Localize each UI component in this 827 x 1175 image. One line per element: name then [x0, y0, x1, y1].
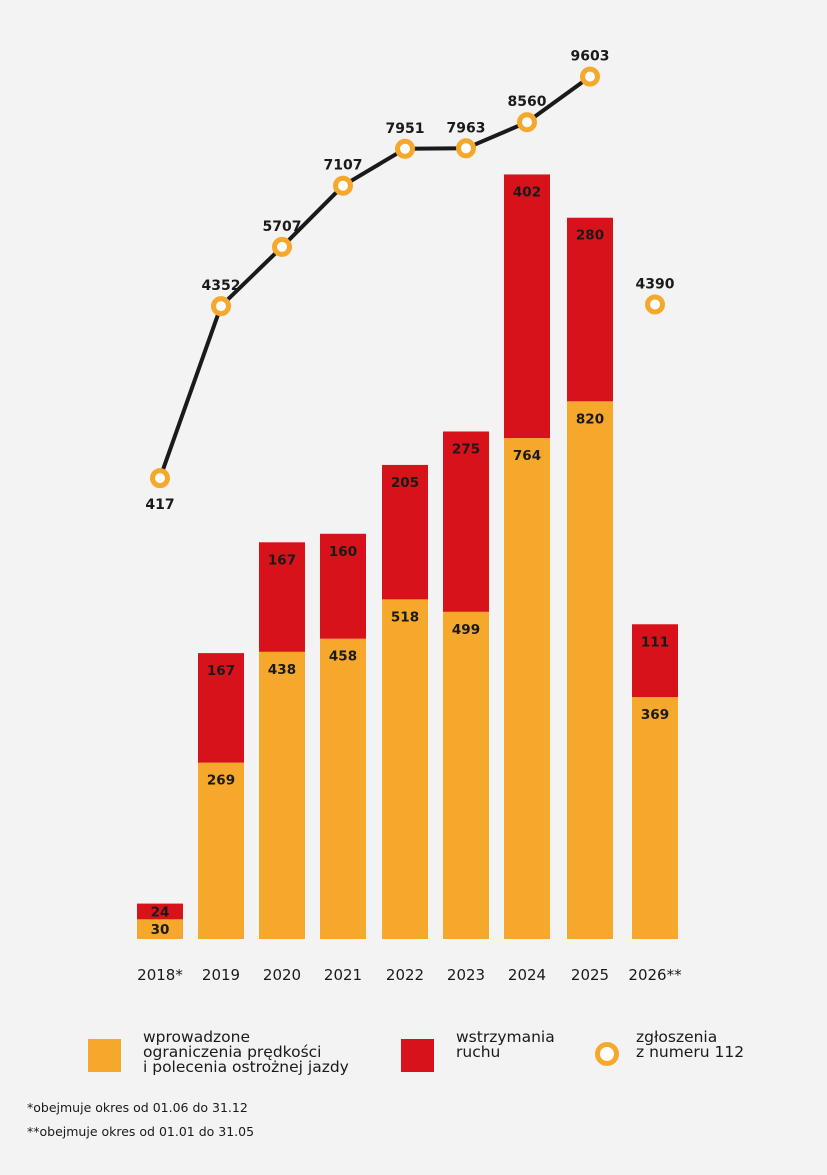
- legend-swatch-red: [401, 1039, 434, 1072]
- bar-segment-red-5: [443, 431, 489, 612]
- line-point-label-4: 7951: [386, 121, 425, 137]
- chart: 30 24 2018* 269 167 2019 438 167 2020 458 160 2021 5…: [137, 49, 682, 984]
- bar-segment-red-7: [567, 217, 613, 402]
- bar-segment-orange-3: [320, 638, 366, 939]
- bar-label-orange-5: 499: [452, 622, 480, 638]
- line-point-label-6: 8560: [508, 94, 547, 110]
- category-label-7: 2025: [571, 966, 609, 984]
- line-point-3: [333, 175, 353, 196]
- footnote-2026: **obejmuje okres od 01.01 do 31.05: [27, 1124, 255, 1139]
- bar-label-red-1: 167: [207, 663, 235, 679]
- bar-segment-red-6: [504, 174, 550, 439]
- bar-label-orange-8: 369: [641, 707, 669, 723]
- line-point-4: [395, 138, 415, 159]
- category-label-8: 2026**: [628, 966, 682, 984]
- bar-label-orange-1: 269: [207, 773, 235, 789]
- legend-label-traffic-stops: wstrzymania ruchu: [456, 1028, 555, 1061]
- bar-segment-orange-7: [567, 401, 613, 939]
- line-point-label-2: 5707: [263, 219, 302, 235]
- legend-marker-ring: [595, 1042, 619, 1066]
- bar-label-red-5: 275: [452, 441, 480, 457]
- line-112-calls: [158, 74, 592, 479]
- bar-label-orange-4: 518: [391, 609, 419, 625]
- legend: wprowadzone ograniczenia prędkości i pol…: [0, 1028, 827, 1090]
- bar-label-red-3: 160: [329, 544, 357, 560]
- bar-label-red-6: 402: [513, 184, 541, 200]
- bar-segment-orange-6: [504, 438, 550, 939]
- line-point-5: [456, 138, 476, 159]
- line-point-label-5: 7963: [447, 120, 486, 136]
- legend-item-traffic-stops: wstrzymania ruchu: [401, 1028, 555, 1072]
- bar-segment-orange-1: [198, 762, 244, 939]
- line-point-1: [211, 296, 231, 317]
- category-label-4: 2022: [386, 966, 424, 984]
- footnote-2018: *obejmuje okres od 01.06 do 31.12: [27, 1100, 248, 1115]
- bar-segment-orange-8: [632, 697, 678, 939]
- category-label-6: 2024: [508, 966, 546, 984]
- bar-segment-red-1: [198, 653, 244, 763]
- legend-item-speed-limits: wprowadzone ograniczenia prędkości i pol…: [88, 1028, 349, 1076]
- bar-segment-orange-0: [137, 919, 183, 939]
- bar-label-red-2: 167: [268, 552, 296, 568]
- category-label-2: 2020: [263, 966, 301, 984]
- bar-segment-orange-4: [382, 599, 428, 939]
- bar-segment-orange-2: [259, 651, 305, 939]
- bar-segment-red-4: [382, 464, 428, 600]
- line-point-label-0: 417: [145, 497, 174, 513]
- bar-label-orange-7: 820: [576, 411, 604, 427]
- bar-segment-red-0: [137, 903, 183, 920]
- bar-label-red-0: 24: [151, 904, 170, 920]
- line-point-8: [645, 294, 665, 315]
- bar-segment-orange-5: [443, 611, 489, 939]
- line-point-6: [517, 112, 537, 133]
- bar-label-red-4: 205: [391, 475, 419, 491]
- category-label-1: 2019: [202, 966, 240, 984]
- legend-label-112-calls: zgłoszenia z numeru 112: [636, 1028, 745, 1061]
- legend-label-speed-limits: wprowadzone ograniczenia prędkości i pol…: [143, 1028, 349, 1076]
- category-label-3: 2021: [324, 966, 362, 984]
- line-point-2: [272, 236, 292, 257]
- bar-label-red-8: 111: [641, 634, 669, 650]
- line-point-7: [580, 66, 600, 87]
- category-label-0: 2018*: [137, 966, 183, 984]
- line-point-label-7: 9603: [571, 49, 610, 65]
- bar-label-orange-2: 438: [268, 662, 296, 678]
- legend-swatch-orange: [88, 1039, 121, 1072]
- bar-label-orange-6: 764: [513, 448, 541, 464]
- bar-segment-red-3: [320, 533, 366, 639]
- bar-segment-red-2: [259, 542, 305, 652]
- bar-label-orange-3: 458: [329, 649, 357, 665]
- line-point-label-8: 4390: [636, 276, 675, 292]
- legend-item-112-calls: zgłoszenia z numeru 112: [595, 1028, 745, 1066]
- bar-label-red-7: 280: [576, 228, 604, 244]
- line-point-label-1: 4352: [202, 278, 241, 294]
- bar-label-orange-0: 30: [151, 922, 170, 938]
- line-point-label-3: 7107: [324, 158, 363, 174]
- bar-segment-red-8: [632, 624, 678, 698]
- line-point-0: [150, 468, 170, 489]
- category-label-5: 2023: [447, 966, 485, 984]
